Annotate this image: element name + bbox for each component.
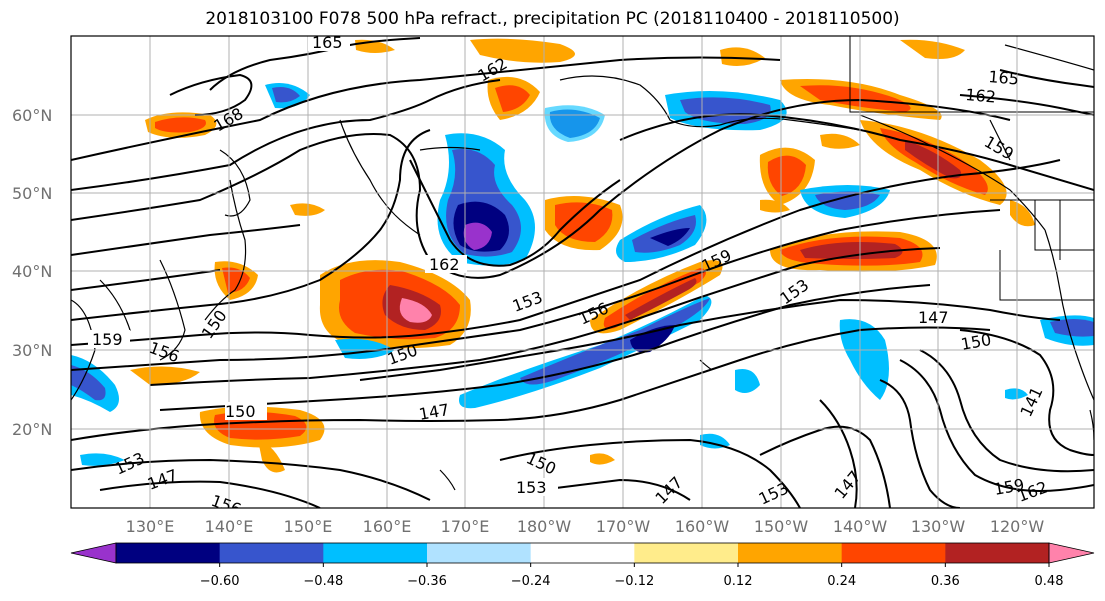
lon-label: 150°W [754,517,809,536]
lat-label: 60°N [12,106,52,125]
colorbar-frame [115,542,1050,564]
lon-label: 160°E [363,517,412,536]
contour-label: 147 [918,308,949,327]
lat-label: 20°N [12,420,52,439]
contour-label: 162 [965,85,997,107]
contour-label: 165 [988,67,1020,89]
colorbar-extend-high [1048,542,1095,564]
colorbar-tick-label: −0.36 [407,574,447,589]
lat-label: 30°N [12,341,52,360]
contour-label: 165 [312,33,343,52]
contour-label: 162 [429,255,460,274]
lon-label: 120°W [990,517,1045,536]
colorbar-tick-label: 0.48 [1035,574,1064,589]
lon-label: 170°W [596,517,651,536]
map-title: 2018103100 F078 500 hPa refract., precip… [205,9,900,29]
refractivity-contours [71,37,1094,508]
borders [849,36,1094,301]
map-frame [70,35,1095,509]
colorbar-extend-low [70,542,117,564]
lon-label: 180°W [517,517,572,536]
colorbar [70,542,1095,564]
colorbar-segment [945,543,1050,563]
colorbar-segment [738,543,843,563]
lon-label: 160°W [675,517,730,536]
lat-label: 40°N [12,262,52,281]
lon-label: 150°E [284,517,333,536]
colorbar-tick-label: −0.24 [511,574,551,589]
colorbar-segment [841,543,946,563]
lon-label: 140°W [833,517,888,536]
contour-label: 153 [516,478,547,497]
graticule [71,36,1094,508]
colorbar-segment [323,543,428,563]
colorbar-segment [634,543,739,563]
colorbar-tick-label: 0.24 [827,574,856,589]
colorbar-tick-label: −0.12 [614,574,654,589]
colorbar-segment [427,543,532,563]
lat-label: 50°N [12,184,52,203]
latitude-labels: 60°N 50°N 40°N 30°N 20°N [12,106,52,439]
colorbar-segment [116,543,221,563]
contour-label: 150 [225,402,256,421]
colorbar-segment [219,543,324,563]
colorbar-tick-label: 0.12 [724,574,753,589]
coastlines [71,44,1094,491]
contour-label: 159 [92,330,123,349]
colorbar-tick-label: 0.36 [931,574,960,589]
colorbar-segment [530,543,635,563]
longitude-labels: 130°E 140°E 150°E 160°E 170°E 180°W 170°… [126,517,1045,536]
colorbar-ticks: −0.60 −0.48 −0.36 −0.24 −0.12 0.12 0.24 0.36 0.4… [200,563,1064,589]
colorbar-tick-label: −0.60 [200,574,240,589]
lon-label: 130°E [126,517,175,536]
colorbar-tick-label: −0.48 [303,574,343,589]
lon-label: 140°E [205,517,254,536]
lon-label: 170°E [441,517,490,536]
lon-label: 130°W [911,517,966,536]
